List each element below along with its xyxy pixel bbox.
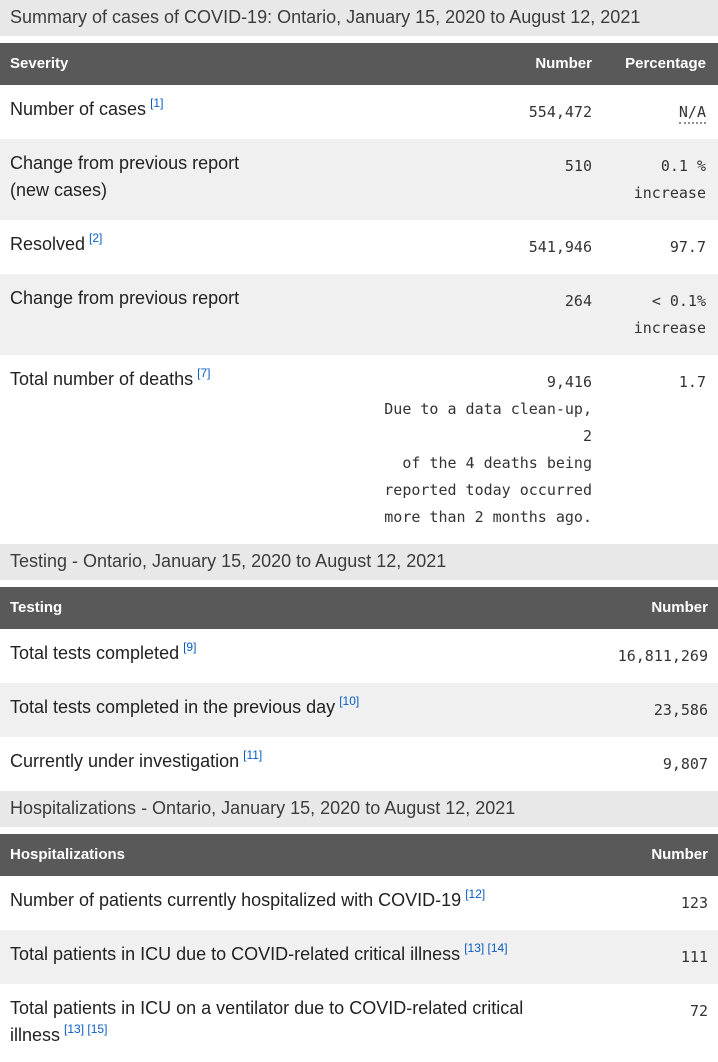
table-row: Number of cases [1] 554,472 N/A <box>0 85 718 139</box>
table-row: Resolved [2] 541,946 97.7 <box>0 220 718 274</box>
value-number: 264 <box>564 292 592 310</box>
value-number: 123 <box>680 894 708 912</box>
row-label-text: Total patients in ICU due to COVID-relat… <box>10 944 461 964</box>
na-abbreviation: N/A <box>678 103 706 124</box>
row-label-text: Change from previous report <box>10 288 240 308</box>
hospitalizations-header-label: Hospitalizations <box>0 834 588 876</box>
row-label-total-deaths: Total number of deaths [7] <box>0 355 372 544</box>
hospitalizations-section-title: Hospitalizations - Ontario, January 15, … <box>0 791 718 827</box>
row-label-tests-previous-day: Total tests completed in the previous da… <box>0 683 588 737</box>
value-number: 554,472 <box>528 103 592 121</box>
summary-table: Severity Number Percentage Number of cas… <box>0 43 718 544</box>
deaths-data-note: Due to a data clean-up, 2 of the 4 death… <box>384 400 592 526</box>
value-number: 9,807 <box>662 755 708 773</box>
footnote-link[interactable]: [7] <box>197 366 211 380</box>
testing-table-header-row: Testing Number <box>0 587 718 629</box>
value-percentage: 97.7 <box>669 238 706 256</box>
row-label-number-of-cases: Number of cases [1] <box>0 85 372 139</box>
summary-section-title: Summary of cases of COVID-19: Ontario, J… <box>0 0 718 36</box>
row-label-text: Resolved <box>10 234 86 254</box>
footnote-link[interactable]: [13] [14] <box>464 941 508 955</box>
footnote-link[interactable]: [12] <box>465 887 486 901</box>
row-label-text: Change from previous report (new cases) <box>10 153 240 200</box>
value-number-with-note: 9,416 Due to a data clean-up, 2 of the 4 … <box>372 355 602 544</box>
row-label-text: Total number of deaths <box>10 369 194 389</box>
value-percentage: < 0.1% increase <box>633 292 706 337</box>
row-label-text: Number of patients currently hospitalize… <box>10 890 462 910</box>
footnote-link[interactable]: [1] <box>150 96 164 110</box>
table-row: Number of patients currently hospitalize… <box>0 876 718 930</box>
testing-header-label: Testing <box>0 587 588 629</box>
table-row: Total patients in ICU due to COVID-relat… <box>0 930 718 984</box>
summary-header-percentage: Percentage <box>602 43 718 85</box>
footnote-link[interactable]: [11] <box>243 748 263 762</box>
table-row: Change from previous report (new cases) … <box>0 139 718 220</box>
row-label-text: Total tests completed <box>10 643 180 663</box>
value-number: 510 <box>564 157 592 175</box>
row-label-icu-patients: Total patients in ICU due to COVID-relat… <box>0 930 588 984</box>
testing-header-number: Number <box>588 587 718 629</box>
summary-table-header-row: Severity Number Percentage <box>0 43 718 85</box>
table-row: Total tests completed in the previous da… <box>0 683 718 737</box>
row-label-text: Total tests completed in the previous da… <box>10 697 336 717</box>
value-number: 111 <box>680 948 708 966</box>
table-row: Currently under investigation [11] 9,807 <box>0 737 718 791</box>
value-percentage: 1.7 <box>678 373 706 391</box>
testing-section-title: Testing - Ontario, January 15, 2020 to A… <box>0 544 718 580</box>
row-label-text: Number of cases <box>10 99 147 119</box>
table-row: Total patients in ICU on a ventilator du… <box>0 984 718 1062</box>
summary-header-severity: Severity <box>0 43 372 85</box>
row-label-change-resolved: Change from previous report <box>0 274 372 355</box>
footnote-link[interactable]: [9] <box>183 640 197 654</box>
row-label-resolved: Resolved [2] <box>0 220 372 274</box>
hospitalizations-table-header-row: Hospitalizations Number <box>0 834 718 876</box>
value-percentage: 0.1 % increase <box>633 157 706 202</box>
row-label-currently-hospitalized: Number of patients currently hospitalize… <box>0 876 588 930</box>
footnote-link[interactable]: [2] <box>89 231 103 245</box>
hospitalizations-table: Hospitalizations Number Number of patien… <box>0 834 718 1062</box>
testing-table: Testing Number Total tests completed [9] … <box>0 587 718 791</box>
value-number: 23,586 <box>653 701 708 719</box>
row-label-icu-ventilator-patients: Total patients in ICU on a ventilator du… <box>0 984 588 1062</box>
hospitalizations-header-number: Number <box>588 834 718 876</box>
row-label-text: Currently under investigation <box>10 751 240 771</box>
row-label-total-tests: Total tests completed [9] <box>0 629 588 683</box>
table-row: Total tests completed [9] 16,811,269 <box>0 629 718 683</box>
value-number: 9,416 <box>546 373 592 391</box>
value-number: 72 <box>689 1002 708 1020</box>
table-row: Change from previous report 264 < 0.1% i… <box>0 274 718 355</box>
footnote-link[interactable]: [13] [15] <box>64 1022 108 1036</box>
row-label-change-new-cases: Change from previous report (new cases) <box>0 139 372 220</box>
row-label-under-investigation: Currently under investigation [11] <box>0 737 588 791</box>
value-number: 16,811,269 <box>617 647 708 665</box>
table-row: Total number of deaths [7] 9,416 Due to a … <box>0 355 718 544</box>
footnote-link[interactable]: [10] <box>339 694 360 708</box>
value-percentage: N/A <box>602 85 718 139</box>
value-number: 541,946 <box>528 238 592 256</box>
summary-header-number: Number <box>372 43 602 85</box>
